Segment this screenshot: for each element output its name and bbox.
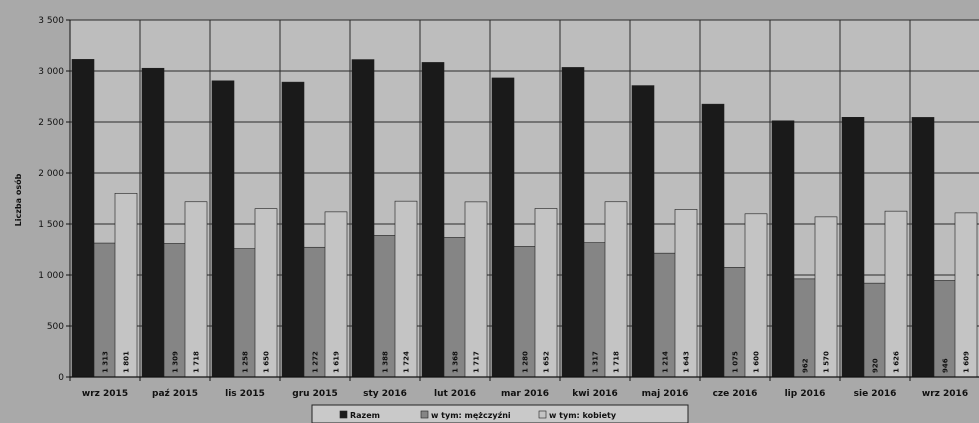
legend-swatch: [339, 410, 348, 419]
y-tick-label: 3 000: [38, 67, 64, 77]
data-label: 1 717: [473, 351, 481, 373]
data-label: 1 652: [543, 351, 551, 373]
data-label: 1 309: [172, 351, 180, 373]
data-label: 1 258: [242, 351, 250, 373]
x-tick-label: lip 2016: [785, 389, 826, 399]
bar: [211, 80, 235, 378]
data-label: 1 619: [333, 351, 341, 373]
legend-swatch: [538, 410, 547, 419]
data-label: 1 643: [683, 351, 691, 373]
bar: [464, 201, 488, 378]
data-label: 1 609: [963, 351, 971, 373]
data-label: 920: [872, 358, 880, 373]
data-label: 1 801: [123, 351, 131, 373]
bar: [841, 117, 865, 378]
data-label: 1 718: [613, 351, 621, 373]
legend-entry: w tym: mężczyźni: [431, 411, 511, 420]
value-labels: 1 313 1 309 1 258 1 272 1 388 1 368 1 280 1 317…: [102, 351, 971, 373]
data-label: 962: [802, 358, 810, 373]
x-axis: wrz 2015 paź 2015 lis 2015 gru 2015 sty 2016…: [69, 376, 979, 399]
data-label: 1 570: [823, 351, 831, 373]
y-axis-title: Liczba osób: [13, 173, 23, 226]
bar: [561, 67, 585, 378]
y-tick-label: 1 500: [38, 220, 64, 230]
bar: [281, 81, 305, 378]
bar: [351, 59, 375, 378]
x-tick-label: gru 2015: [292, 389, 337, 399]
data-label: 1 600: [753, 351, 761, 373]
legend-box: [311, 404, 689, 423]
y-tick-label: 3 500: [38, 16, 64, 26]
y-tick-label: 500: [47, 322, 64, 332]
x-tick-label: lut 2016: [434, 389, 476, 399]
y-axis: 0 500 1 000 1 500 2 000 2 500 3 000 3 500: [38, 16, 71, 383]
x-tick-label: sty 2016: [363, 389, 407, 399]
y-tick-label: 2 500: [38, 118, 64, 128]
data-label: 946: [942, 358, 950, 373]
x-tick-label: cze 2016: [713, 389, 758, 399]
y-tick-label: 0: [58, 373, 64, 383]
data-label: 1 280: [522, 351, 530, 373]
data-label: 1 650: [263, 351, 271, 373]
x-tick-label: kwi 2016: [572, 389, 618, 399]
bar: [421, 62, 445, 378]
bar: [631, 85, 655, 378]
bar: [141, 67, 165, 378]
data-label: 1 718: [193, 351, 201, 373]
x-tick-label: sie 2016: [854, 389, 897, 399]
bar: [491, 77, 515, 378]
bar: [394, 200, 418, 378]
data-label: 1 626: [893, 351, 901, 373]
legend-entry: w tym: kobiety: [549, 411, 617, 420]
bar: [114, 192, 138, 378]
bar: [604, 201, 628, 378]
data-label: 1 075: [732, 351, 740, 373]
bar: [911, 117, 935, 378]
bar: [184, 201, 208, 378]
legend: Razem w tym: mężczyźni w tym: kobiety: [311, 404, 689, 423]
bar: [701, 103, 725, 378]
x-tick-label: paź 2015: [152, 389, 198, 399]
legend-swatch: [420, 410, 429, 419]
y-tick-label: 1 000: [38, 271, 64, 281]
bar: [71, 59, 95, 378]
data-label: 1 388: [382, 351, 390, 373]
y-tick-label: 2 000: [38, 169, 64, 179]
x-tick-label: wrz 2016: [922, 389, 968, 399]
data-label: 1 272: [312, 351, 320, 373]
data-label: 1 313: [102, 351, 110, 373]
data-label: 1 368: [452, 351, 460, 373]
data-label: 1 317: [592, 351, 600, 373]
bar: [771, 120, 795, 378]
legend-entry: Razem: [350, 411, 380, 420]
x-tick-label: maj 2016: [642, 389, 689, 399]
data-label: 1 724: [403, 351, 411, 373]
x-tick-label: wrz 2015: [82, 389, 128, 399]
data-label: 1 214: [662, 351, 670, 373]
x-tick-label: lis 2015: [225, 389, 265, 399]
x-tick-label: mar 2016: [501, 389, 549, 399]
